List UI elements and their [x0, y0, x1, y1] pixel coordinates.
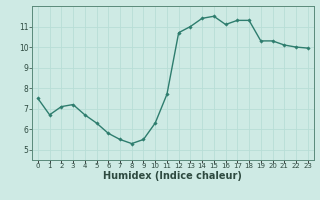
X-axis label: Humidex (Indice chaleur): Humidex (Indice chaleur): [103, 171, 242, 181]
